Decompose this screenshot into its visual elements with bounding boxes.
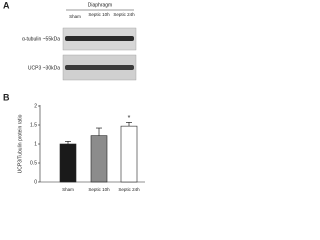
x-tick-label: Septic 10h	[88, 187, 110, 192]
y-tick-label: 0	[34, 179, 37, 185]
bar	[59, 143, 77, 183]
row-label: UCP3 ~30kDa	[28, 65, 60, 71]
x-tick-label: Sham	[62, 187, 74, 192]
y-axis-label: UCP3/Tubulin protein ratio	[17, 114, 23, 173]
x-tick-label: Septic 24h	[118, 187, 140, 192]
y-tick-label: 1	[34, 141, 37, 147]
lane-label: Septic 24h	[113, 12, 135, 17]
lane-label: Sham	[69, 14, 81, 19]
y-tick-label: 0.5	[30, 160, 37, 166]
bar	[120, 125, 138, 183]
blot-band	[65, 36, 134, 41]
row-label: α-tubulin ~55kDa	[22, 36, 60, 42]
y-tick-label: 1.5	[30, 122, 37, 128]
lane-label: Septic 10h	[88, 12, 110, 17]
panel-label: A	[3, 0, 10, 10]
blot-title: Diaphragm	[88, 2, 112, 8]
panel-label: B	[3, 92, 10, 102]
figure: A Diaphragm Sham Septic 10h Septic 24h α…	[3, 0, 145, 192]
bar	[90, 135, 108, 183]
y-tick-label: 2	[34, 103, 37, 109]
significance-marker: *	[128, 115, 131, 122]
blot-band	[65, 65, 134, 70]
